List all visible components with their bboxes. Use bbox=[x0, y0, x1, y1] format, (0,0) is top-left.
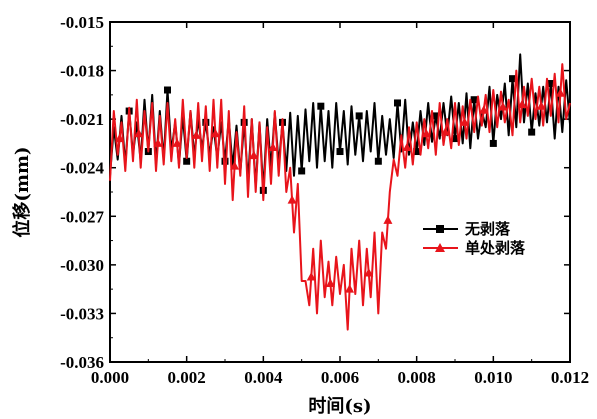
data-point-square bbox=[470, 96, 478, 104]
legend-marker-triangle bbox=[435, 243, 445, 252]
y-tick-label: -0.033 bbox=[60, 304, 104, 323]
data-point-square bbox=[374, 157, 382, 165]
series-1 bbox=[109, 53, 571, 194]
data-point-triangle bbox=[230, 161, 240, 170]
data-point-triangle bbox=[172, 138, 182, 147]
data-point-square bbox=[355, 112, 363, 120]
data-point-triangle bbox=[555, 88, 565, 97]
x-tick-label: 0.002 bbox=[168, 368, 206, 387]
data-point-triangle bbox=[536, 101, 546, 110]
data-point-triangle bbox=[517, 99, 527, 109]
y-tick-label: -0.021 bbox=[60, 110, 104, 129]
data-point-square bbox=[298, 167, 306, 175]
y-tick-label: -0.027 bbox=[60, 207, 104, 226]
data-point-square bbox=[413, 148, 421, 156]
data-point-triangle bbox=[115, 133, 125, 143]
data-point-triangle bbox=[287, 195, 297, 204]
y-tick-label: -0.018 bbox=[60, 62, 104, 81]
data-point-triangle bbox=[479, 105, 489, 114]
data-point-triangle bbox=[460, 117, 470, 126]
data-point-square bbox=[317, 102, 325, 110]
legend-marker-square bbox=[436, 225, 444, 233]
x-tick-label: 0.010 bbox=[474, 368, 512, 387]
data-point-triangle bbox=[498, 102, 508, 111]
y-tick-label: -0.015 bbox=[60, 13, 104, 32]
data-point-square bbox=[451, 135, 459, 143]
data-point-square bbox=[394, 99, 401, 107]
data-point-triangle bbox=[421, 128, 431, 138]
plot-frame bbox=[109, 21, 571, 363]
y-tick-label: -0.036 bbox=[60, 353, 104, 372]
data-point-triangle bbox=[210, 128, 220, 138]
data-point-triangle bbox=[134, 128, 144, 138]
series-line bbox=[109, 53, 571, 192]
data-point-square bbox=[183, 157, 191, 165]
data-point-square bbox=[432, 112, 440, 120]
data-point-triangle bbox=[325, 278, 335, 287]
x-tick-label: 0.012 bbox=[551, 368, 589, 387]
data-point-triangle bbox=[153, 138, 163, 147]
legend: 无剥落 单处剥落 bbox=[423, 220, 526, 257]
data-point-square bbox=[489, 139, 497, 147]
data-point-triangle bbox=[402, 142, 412, 151]
data-point-square bbox=[164, 86, 171, 94]
data-point-square bbox=[336, 148, 344, 156]
x-tick-label: 0.008 bbox=[398, 368, 436, 387]
x-axis-title: 时间(s) bbox=[308, 396, 371, 417]
axis-tick-labels: 0.000 0.002 0.004 0.006 0.008 0.010 0.012 -0.01… bbox=[60, 13, 589, 387]
legend-label-series-2: 单处剥落 bbox=[465, 239, 526, 257]
data-point-triangle bbox=[345, 284, 355, 293]
data-point-triangle bbox=[440, 127, 450, 136]
y-tick-label: -0.030 bbox=[60, 256, 104, 275]
data-point-triangle bbox=[364, 267, 374, 277]
legend-label-series-1: 无剥落 bbox=[464, 220, 511, 238]
series-line bbox=[109, 63, 571, 331]
data-point-square bbox=[528, 128, 536, 136]
data-point-triangle bbox=[268, 142, 278, 151]
axis-ticks bbox=[109, 21, 571, 363]
data-point-square bbox=[509, 75, 516, 83]
data-point-square bbox=[547, 80, 555, 88]
x-tick-label: 0.004 bbox=[244, 368, 283, 387]
y-tick-label: -0.024 bbox=[60, 159, 104, 178]
data-point-triangle bbox=[191, 130, 201, 139]
x-tick-label: 0.000 bbox=[91, 368, 129, 387]
data-point-triangle bbox=[383, 215, 393, 224]
data-point-triangle bbox=[249, 150, 259, 160]
data-point-triangle bbox=[306, 272, 316, 281]
x-tick-label: 0.006 bbox=[321, 368, 359, 387]
y-axis-title: 位移(mm) bbox=[11, 146, 33, 237]
series-2 bbox=[109, 63, 571, 331]
series-layer bbox=[109, 53, 571, 331]
data-point-square bbox=[221, 157, 229, 165]
